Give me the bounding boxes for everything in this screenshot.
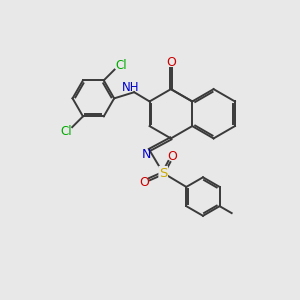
Text: S: S — [159, 167, 167, 180]
Text: O: O — [167, 150, 177, 164]
Text: Cl: Cl — [60, 124, 72, 137]
Text: Cl: Cl — [115, 59, 127, 72]
Text: NH: NH — [122, 81, 140, 94]
Text: O: O — [166, 56, 176, 69]
Text: N: N — [142, 148, 151, 161]
Text: O: O — [139, 176, 149, 189]
